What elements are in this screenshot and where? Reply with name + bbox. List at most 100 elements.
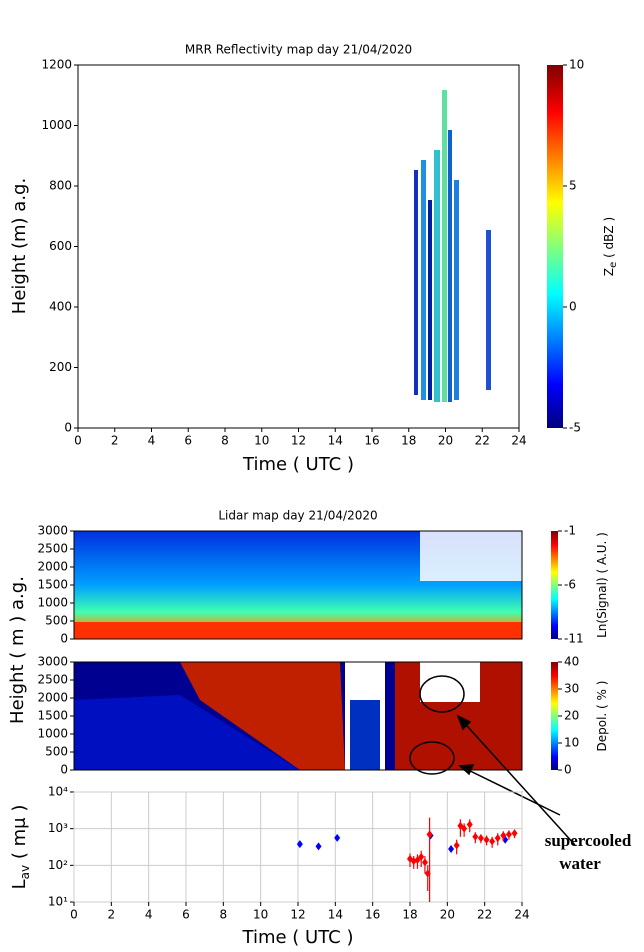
point: [494, 834, 501, 843]
chart-title: MRR Reflectivity map day 21/04/2020: [185, 43, 412, 57]
point: [448, 844, 455, 853]
y-axis-label: Height ( m ) a.g.: [7, 576, 28, 724]
mrr-image: [414, 90, 491, 402]
x-tick-label: 4: [145, 908, 153, 922]
x-tick-label: 12: [290, 908, 305, 922]
x-tick-label: 0: [74, 434, 82, 448]
y-tick-label: 1000: [37, 727, 68, 741]
y-tick-label: 1500: [37, 709, 68, 723]
point: [477, 834, 484, 843]
x-tick-label: 16: [364, 434, 379, 448]
point: [472, 832, 479, 841]
x-tick-label: 8: [220, 908, 228, 922]
x-tick-label: 6: [184, 434, 192, 448]
x-tick-label: 18: [402, 908, 417, 922]
x-tick-label: 20: [438, 434, 453, 448]
colorbar-tick-label: 0: [564, 763, 572, 777]
y-tick-label: 400: [49, 300, 72, 314]
x-tick-label: 16: [365, 908, 380, 922]
colorbar-label-part: e: [608, 262, 619, 268]
colorbar-tick-label: 10: [564, 736, 579, 750]
x-tick-label: 2: [111, 434, 119, 448]
y-tick-label: 10¹: [48, 895, 68, 909]
y-tick-label: 10²: [48, 858, 68, 872]
y-tick-label: 1000: [37, 596, 68, 610]
colorbar-label-part: Z: [602, 268, 616, 276]
y-tick-label: 500: [45, 614, 68, 628]
y-tick-label: 600: [49, 239, 72, 253]
y-tick-label: 2500: [37, 673, 68, 687]
y-tick-label: 2000: [37, 691, 68, 705]
y-tick-label: 800: [49, 179, 72, 193]
colorbar-tick-label: 0: [569, 300, 577, 314]
point: [426, 830, 433, 839]
colorbar-label: Ln(Signal) ( A.U. ): [595, 532, 609, 638]
colorbar-tick-label: 5: [569, 179, 577, 193]
colorbar-tick-label: -5: [569, 421, 581, 435]
y-tick-label: 3000: [37, 655, 68, 669]
y-axis-label-part: ( mμ ): [9, 805, 30, 865]
lidar-signal-image: [74, 531, 522, 639]
y-tick-label: 1000: [41, 118, 72, 132]
colorbar-label: Ze ( dBZ ): [602, 217, 620, 276]
x-tick-label: 24: [514, 908, 529, 922]
x-tick-label: 24: [511, 434, 526, 448]
y-axis-label-part: L: [9, 879, 30, 889]
colorbar-label-part: ( dBZ ): [602, 217, 616, 262]
annotation: water: [559, 854, 601, 873]
colorbar-tick-label: -11: [564, 632, 584, 646]
point: [453, 841, 460, 850]
y-tick-label: 10³: [48, 821, 68, 835]
colorbar-label-part: Ln(Signal) ( A.U. ): [595, 532, 609, 638]
depol-image: [74, 662, 522, 770]
point: [505, 830, 512, 839]
y-tick-label: 2500: [37, 542, 68, 556]
annotation: supercooled: [545, 831, 632, 850]
colorbar-tick-label: 30: [564, 682, 579, 696]
colorbar-label-part: Depol. ( % ): [595, 681, 609, 752]
y-tick-label: 10⁴: [48, 785, 68, 799]
x-tick-label: 10: [254, 434, 269, 448]
x-tick-label: 0: [70, 908, 78, 922]
x-tick-label: 20: [440, 908, 455, 922]
colorbar-label: Depol. ( % ): [595, 681, 609, 752]
point: [466, 820, 473, 829]
point: [511, 829, 518, 838]
x-tick-label: 14: [328, 434, 343, 448]
colorbar-tick-label: 40: [564, 655, 579, 669]
x-tick-label: 4: [148, 434, 156, 448]
colorbar-tick-label: -6: [564, 578, 576, 592]
y-axis-label: Height (m) a.g.: [9, 178, 30, 314]
y-tick-label: 2000: [37, 560, 68, 574]
point: [414, 855, 421, 864]
x-tick-label: 6: [182, 908, 190, 922]
x-axis-label: Time ( UTC ): [242, 454, 354, 475]
point: [315, 842, 322, 851]
point: [489, 837, 496, 846]
colorbars: [547, 65, 563, 770]
plot-area: [296, 817, 518, 902]
y-tick-label: 500: [45, 745, 68, 759]
y-tick-label: 0: [60, 632, 68, 646]
colorbar-tick-label: -1: [564, 524, 576, 538]
y-tick-label: 0: [60, 763, 68, 777]
x-tick-label: 14: [328, 908, 343, 922]
colorbar-tick-label: 20: [564, 709, 579, 723]
y-tick-label: 3000: [37, 524, 68, 538]
x-tick-label: 2: [108, 908, 116, 922]
x-tick-label: 12: [291, 434, 306, 448]
point: [296, 840, 303, 849]
x-tick-label: 22: [477, 908, 492, 922]
point: [461, 824, 468, 833]
point: [334, 833, 341, 842]
plot-frame: [77, 64, 520, 429]
x-tick-label: 8: [221, 434, 229, 448]
y-tick-label: 0: [64, 421, 72, 435]
x-tick-label: 10: [253, 908, 268, 922]
point: [418, 852, 425, 861]
y-axis-label-part: av: [18, 865, 32, 879]
colorbar-tick-label: 10: [569, 58, 584, 72]
point: [483, 835, 490, 844]
y-axis-label: Lav ( mμ ): [9, 805, 32, 890]
